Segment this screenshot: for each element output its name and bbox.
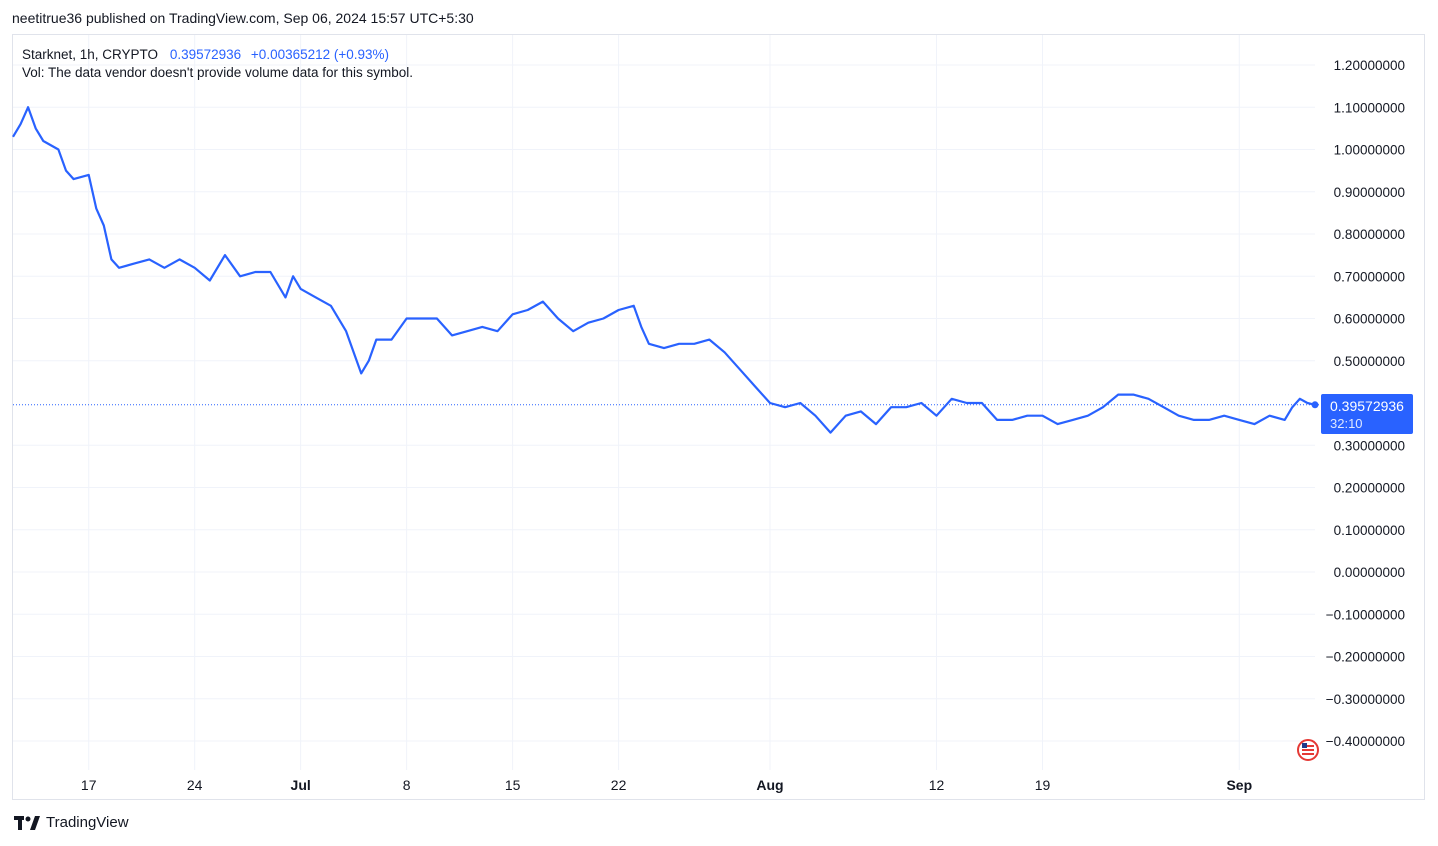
chart-legend: Starknet, 1h, CRYPTO 0.39572936 +0.00365… — [22, 45, 389, 65]
y-tick-label: −0.40000000 — [1326, 734, 1405, 749]
price-label-bg — [1321, 394, 1413, 434]
x-tick-label: 15 — [505, 777, 521, 793]
y-tick-label: 1.00000000 — [1334, 143, 1405, 158]
y-tick-label: 0.60000000 — [1334, 312, 1405, 327]
y-axis-ticks: 1.20000000 1.10000000 1.00000000 0.90000000… — [1326, 58, 1405, 749]
x-tick-label: Sep — [1226, 777, 1252, 793]
footer-brand[interactable]: TradingView — [14, 814, 129, 831]
y-tick-label: 0.00000000 — [1334, 565, 1405, 580]
price-label-value: 0.39572936 — [1330, 398, 1404, 414]
y-tick-label: 1.20000000 — [1334, 58, 1405, 73]
last-price-dot — [1311, 401, 1319, 409]
y-tick-label: −0.20000000 — [1326, 650, 1405, 665]
x-tick-label: 24 — [187, 777, 203, 793]
x-tick-label: Jul — [291, 777, 311, 793]
y-tick-label: 0.30000000 — [1334, 438, 1405, 453]
y-tick-label: 0.70000000 — [1334, 269, 1405, 284]
x-tick-label: 8 — [403, 777, 411, 793]
x-tick-label: Aug — [756, 777, 783, 793]
y-tick-label: 0.80000000 — [1334, 227, 1405, 242]
y-tick-label: 0.20000000 — [1334, 481, 1405, 496]
x-tick-label: 19 — [1035, 777, 1051, 793]
publisher-line: neetitrue36 published on TradingView.com… — [12, 10, 474, 26]
legend-change: +0.00365212 (+0.93%) — [250, 47, 390, 62]
footer-brand-label: TradingView — [46, 814, 129, 831]
x-tick-label: 12 — [929, 777, 945, 793]
x-axis-ticks: 17 24 Jul 8 15 22 Aug 12 19 Sep — [81, 777, 1252, 793]
legend-symbol: Starknet, 1h, CRYPTO — [22, 47, 159, 62]
grid-lines — [13, 35, 1315, 770]
price-label: 0.39572936 32:10 — [1321, 394, 1413, 434]
chart-frame — [12, 34, 1425, 800]
y-tick-label: 0.10000000 — [1334, 523, 1405, 538]
price-label-countdown: 32:10 — [1330, 416, 1363, 431]
y-tick-label: 1.10000000 — [1334, 100, 1405, 115]
price-series-line — [12, 106, 1316, 434]
y-tick-label: −0.30000000 — [1326, 692, 1405, 707]
x-tick-label: 22 — [611, 777, 627, 793]
x-tick-label: 17 — [81, 777, 97, 793]
y-tick-label: −0.10000000 — [1326, 607, 1405, 622]
y-tick-label: 0.50000000 — [1334, 354, 1405, 369]
volume-note: Vol: The data vendor doesn't provide vol… — [22, 65, 414, 80]
us-flag-icon[interactable] — [1297, 739, 1319, 761]
y-tick-label: 0.90000000 — [1334, 185, 1405, 200]
tradingview-logo-icon — [14, 815, 40, 830]
legend-last-price: 0.39572936 — [169, 47, 242, 62]
